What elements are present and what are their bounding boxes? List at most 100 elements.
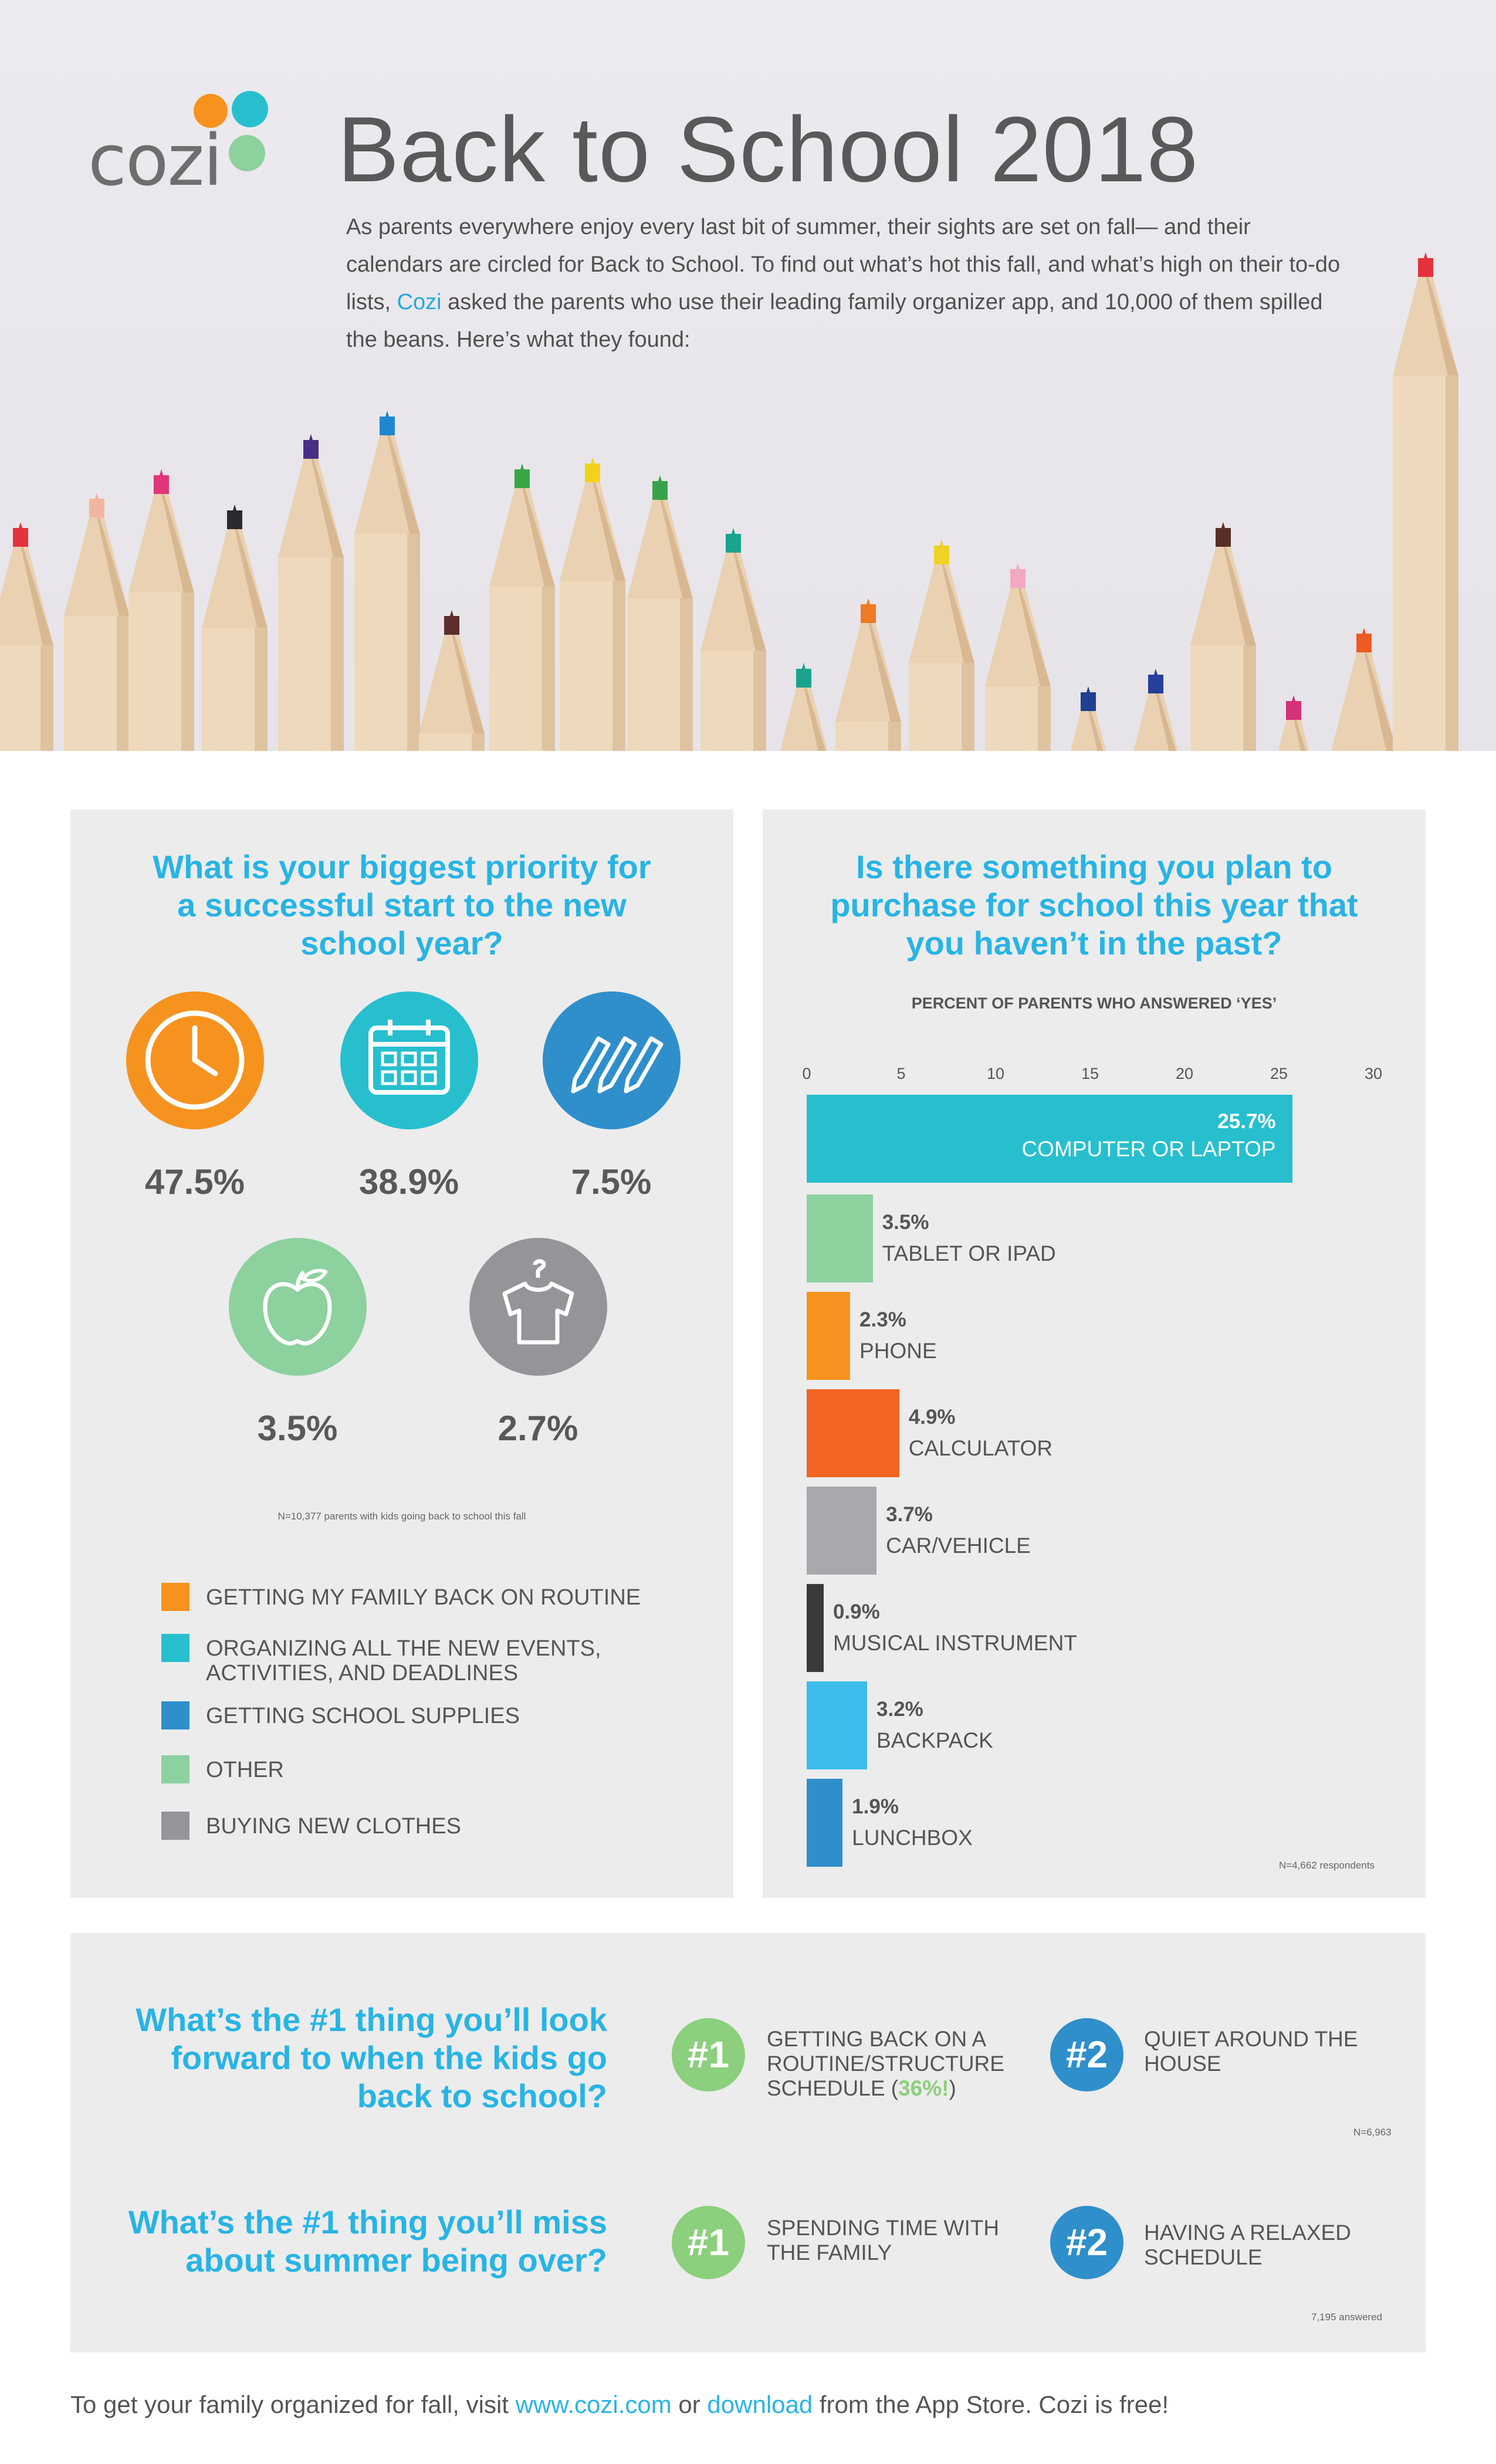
bar-car-vehicle: [807, 1487, 877, 1575]
logo-dot-orange: [194, 94, 228, 128]
forward-first-highlight: 36%!: [898, 2076, 949, 2100]
legend-label: GETTING MY FAMILY BACK ON ROUTINE: [206, 1585, 641, 1610]
bar-value-label: 4.9%: [908, 1406, 956, 1429]
page-title: Back to School 2018: [337, 98, 1199, 201]
miss-second-answer: HAVING A RELAXED SCHEDULE: [1144, 2221, 1351, 2269]
bar-musical-instrument: [807, 1584, 824, 1672]
bar-value-label: 0.9%: [832, 1600, 880, 1623]
miss-second-badge: #2: [1050, 2206, 1123, 2279]
legend-swatch: [161, 1755, 189, 1783]
bar-category-label: PHONE: [859, 1339, 937, 1363]
priority-value-supplies: 7.5%: [571, 1162, 652, 1201]
pencils-icon: [543, 991, 681, 1129]
x-tick-label: 10: [986, 1065, 1005, 1082]
footer-text-2: or: [671, 2391, 708, 2418]
legend-label: BUYING NEW CLOTHES: [206, 1814, 461, 1839]
bar-category-label: LUNCHBOX: [852, 1826, 973, 1850]
pencil-illustration: [1070, 686, 1106, 751]
footer-website-link[interactable]: www.cozi.com: [515, 2391, 672, 2418]
miss-sample-note: 7,195 answered: [1311, 2311, 1382, 2323]
bar-value-label: 3.5%: [882, 1211, 929, 1234]
pencil-illustration: [700, 528, 766, 751]
priority-value-clothes: 2.7%: [497, 1409, 578, 1448]
bar-calculator: [807, 1389, 899, 1477]
pencil-illustration: [909, 540, 974, 751]
forward-sample-note: N=6,963: [1353, 2127, 1392, 2138]
priority-question: What is your biggest priority for a succ…: [153, 848, 651, 962]
x-tick-label: 5: [896, 1065, 906, 1082]
bar-category-label: BACKPACK: [876, 1728, 993, 1752]
priority-panel: What is your biggest priority for a succ…: [70, 810, 733, 1898]
forward-first-answer: GETTING BACK ON A ROUTINE/STRUCTURE SCHE…: [767, 2027, 1031, 2101]
x-tick-label: 30: [1364, 1065, 1383, 1082]
intro-cozi-link[interactable]: Cozi: [397, 290, 442, 314]
pencil-illustration: [0, 522, 53, 751]
legend-swatch: [161, 1701, 189, 1729]
forward-first-badge: #1: [672, 2018, 745, 2091]
intro-text-2: asked the parents who use their leading …: [346, 290, 1323, 352]
bar-backpack: [807, 1681, 868, 1769]
intro-paragraph: As parents everywhere enjoy every last b…: [346, 208, 1343, 358]
bar-phone: [807, 1292, 851, 1380]
legend-swatch: [161, 1812, 189, 1840]
pencil-illustration: [278, 434, 344, 751]
colored-pencils-photo: [0, 252, 1458, 751]
pencil-illustration: [354, 411, 420, 751]
purchase-sample-note: N=4,662 respondents: [1279, 1860, 1375, 1871]
pencil-illustration: [489, 463, 555, 751]
priority-value-routine: 47.5%: [144, 1162, 245, 1201]
footer-text-1: To get your family organized for fall, v…: [70, 2391, 516, 2418]
pencil-illustration: [1331, 628, 1397, 751]
bar-category-label: COMPUTER OR LAPTOP: [1021, 1137, 1276, 1161]
x-tick-label: 20: [1175, 1065, 1194, 1082]
bar-category-label: MUSICAL INSTRUMENT: [832, 1631, 1077, 1655]
x-tick-label: 15: [1081, 1065, 1099, 1082]
legend-label: GETTING SCHOOL SUPPLIES: [206, 1704, 520, 1728]
logo-dot-blue: [232, 91, 268, 127]
legend-item-routine: GETTING MY FAMILY BACK ON ROUTINE: [161, 1583, 641, 1611]
apple-icon: [229, 1238, 367, 1376]
pencil-illustration: [560, 458, 625, 751]
cozi-logo: cozi: [88, 88, 287, 202]
bar-computer-or-laptop: [807, 1095, 1292, 1183]
bar-value-label: 3.2%: [876, 1698, 923, 1721]
pencil-illustration: [128, 469, 194, 751]
pencil-illustration: [202, 505, 268, 751]
legend-item-supplies: GETTING SCHOOL SUPPLIES: [161, 1701, 520, 1729]
footer-text-3: from the App Store. Cozi is free!: [813, 2391, 1169, 2418]
legend-swatch: [161, 1583, 189, 1611]
legend-item-organizing: ORGANIZING ALL THE NEW EVENTS, ACTIVITIE…: [161, 1634, 640, 1685]
bar-category-label: TABLET OR IPAD: [882, 1241, 1056, 1265]
pencil-illustration: [627, 475, 693, 751]
intro-text-1: As parents everywhere enjoy every last b…: [346, 215, 1341, 314]
bar-tablet-or-ipad: [807, 1194, 873, 1282]
forward-first-end: ): [949, 2076, 956, 2100]
pencil-illustration: [1190, 522, 1256, 751]
forward-second-answer: QUIET AROUND THE HOUSE: [1144, 2027, 1358, 2076]
bar-value-label: 25.7%: [1217, 1110, 1276, 1133]
priority-value-other: 3.5%: [257, 1409, 338, 1448]
priority-value-organizing: 38.9%: [358, 1162, 459, 1201]
forward-first-text: GETTING BACK ON A ROUTINE/STRUCTURE SCHE…: [767, 2027, 1004, 2100]
logo-dot-green: [229, 135, 265, 171]
legend-label: ORGANIZING ALL THE NEW EVENTS, ACTIVITIE…: [206, 1636, 601, 1685]
chart-title: PERCENT OF PARENTS WHO ANSWERED ‘YES’: [911, 994, 1277, 1012]
bar-category-label: CAR/VEHICLE: [886, 1534, 1031, 1558]
hero-banner: cozi Back to School 2018 As parents ever…: [0, 0, 1496, 751]
miss-question: What’s the #1 thing you’ll miss about su…: [128, 2204, 607, 2279]
miss-first-answer: SPENDING TIME WITH THE FAMILY: [767, 2216, 1000, 2265]
purchase-question: Is there something you plan to purchase …: [830, 848, 1358, 962]
pencil-illustration: [64, 493, 130, 751]
clock-icon: [126, 991, 264, 1129]
pencil-illustration: [985, 563, 1051, 751]
shirt-icon: [469, 1238, 607, 1376]
footer-download-link[interactable]: download: [707, 2391, 813, 2418]
bar-value-label: 1.9%: [852, 1795, 899, 1818]
forward-question: What’s the #1 thing you’ll look forward …: [136, 2001, 607, 2114]
miss-first-badge: #1: [672, 2206, 745, 2279]
x-tick-label: 25: [1270, 1065, 1288, 1082]
purchase-panel: Is there something you plan to purchase …: [763, 810, 1426, 1898]
legend-item-clothes: BUYING NEW CLOTHES: [161, 1812, 461, 1840]
pencil-illustration: [419, 610, 485, 751]
calendar-icon: [340, 991, 478, 1129]
